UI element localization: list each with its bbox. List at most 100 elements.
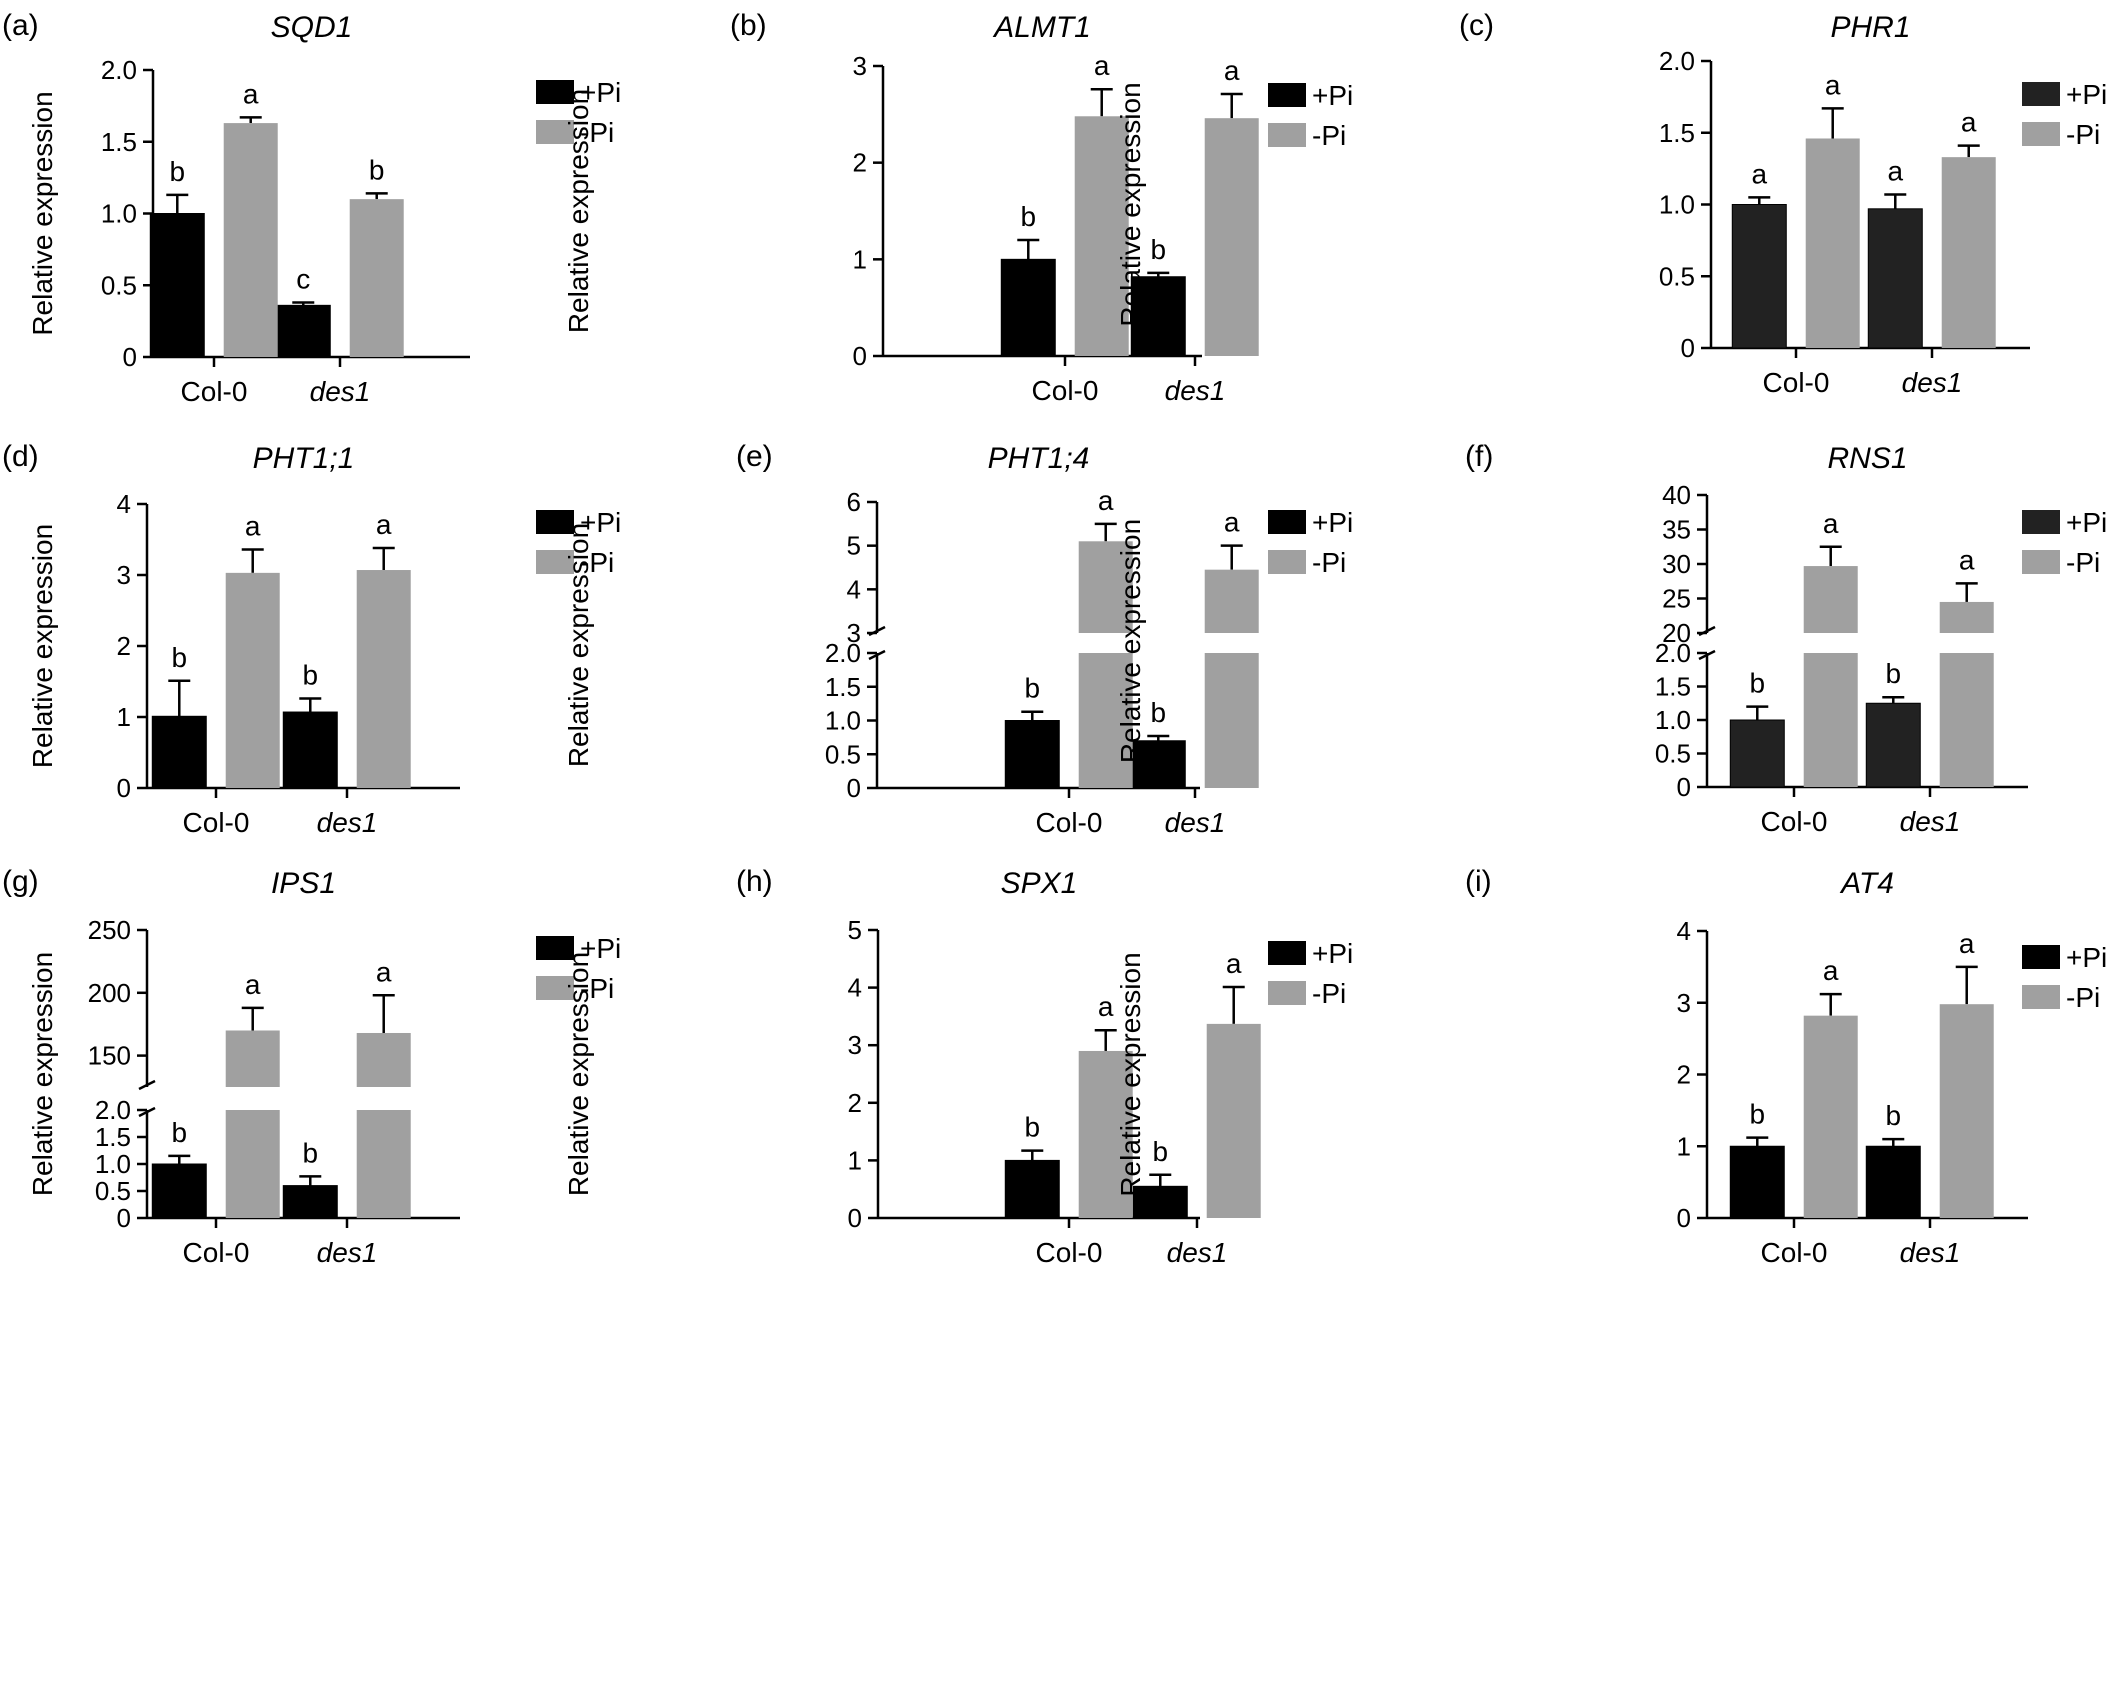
panel-a-category-label-1: des1 xyxy=(310,376,371,407)
panel-b-legend-swatch-1 xyxy=(1268,123,1306,147)
panel-i-bar-0-0 xyxy=(1729,1145,1785,1219)
panel-d-ytick-label-4: 4 xyxy=(117,489,131,519)
panel-c-ytick-label-0: 0 xyxy=(1681,333,1695,363)
panel-b-bar-1-1 xyxy=(1204,118,1259,356)
panel-b-ytick-label-3: 3 xyxy=(853,51,867,81)
panel-a-legend-swatch-0 xyxy=(536,80,574,104)
panel-g-ytick-label-lo1: 0.5 xyxy=(95,1176,131,1206)
panel-e-category-label-1: des1 xyxy=(1165,807,1226,838)
panel-h-bar-1-0 xyxy=(1078,1050,1133,1218)
panel-f-bar-1-1-lower xyxy=(1939,653,1994,787)
panel-f-title: RNS1 xyxy=(1827,442,1907,475)
panel-e-ytick-label-lo2: 1.0 xyxy=(825,706,861,736)
panel-a-label: (a) xyxy=(2,9,39,42)
panel-c-ytick-label-3: 1.5 xyxy=(1659,118,1695,148)
panel-e-sig-letter-0-0: b xyxy=(1024,673,1040,704)
panel-e-ytick-label-up0: 3 xyxy=(847,618,861,648)
panel-e-ylabel: Relative expression xyxy=(563,523,594,767)
panel-d-category-label-0: Col-0 xyxy=(183,807,250,838)
panel-a-ytick-label-1: 0.5 xyxy=(101,270,137,300)
panel-f-ytick-label-lo0: 0 xyxy=(1677,772,1691,802)
panel-g-category-label-1: des1 xyxy=(317,1237,378,1268)
panel-d-bar-0-1 xyxy=(282,711,338,789)
panel-d-ytick-label-2: 2 xyxy=(117,631,131,661)
panel-f-sig-letter-0-1: b xyxy=(1885,658,1901,689)
panel-c-legend-swatch-1 xyxy=(2022,122,2060,146)
panel-i-ytick-label-3: 3 xyxy=(1677,988,1691,1018)
panel-i-bar-1-1 xyxy=(1939,1004,1994,1218)
panel-b-ylabel: Relative expression xyxy=(563,89,594,333)
panel-f-bar-1-0-upper xyxy=(1803,566,1858,633)
panel-f-bar-0-1 xyxy=(1865,702,1921,788)
panel-a-sig-letter-0-0: b xyxy=(169,156,185,187)
panel-f-ytick-label-lo1: 0.5 xyxy=(1655,739,1691,769)
panel-g-ytick-label-lo2: 1.0 xyxy=(95,1149,131,1179)
panel-e-bar-1-1-upper xyxy=(1204,569,1259,633)
panel-e-legend-swatch-0 xyxy=(1268,510,1306,534)
panel-b-legend-swatch-0 xyxy=(1268,83,1306,107)
panel-d-category-label-1: des1 xyxy=(317,807,378,838)
panel-h-ytick-label-4: 4 xyxy=(848,973,862,1003)
panel-e-legend-swatch-1 xyxy=(1268,550,1306,574)
panel-b-legend-label-0: +Pi xyxy=(1312,80,1353,111)
panel-d-legend-swatch-0 xyxy=(536,510,574,534)
panel-b-bar-0-0 xyxy=(1000,258,1056,357)
panel-i-legend-label-1: -Pi xyxy=(2066,982,2100,1013)
panel-i-legend-label-0: +Pi xyxy=(2066,942,2107,973)
panel-h-category-label-1: des1 xyxy=(1167,1237,1228,1268)
panel-i-sig-letter-1-1: a xyxy=(1959,928,1975,959)
panel-a-ytick-label-3: 1.5 xyxy=(101,127,137,157)
panel-h-legend-swatch-0 xyxy=(1268,941,1306,965)
panel-g-bar-1-0-lower xyxy=(225,1110,280,1218)
panel-d-label: (d) xyxy=(2,440,39,473)
panel-a-title: SQD1 xyxy=(271,11,353,44)
panel-g-legend-label-0: +Pi xyxy=(580,933,621,964)
panel-h-bar-0-1 xyxy=(1132,1185,1188,1219)
panel-f-sig-letter-0-0: b xyxy=(1749,668,1765,699)
panel-c-bar-1-1 xyxy=(1941,157,1996,348)
panel-h-label: (h) xyxy=(736,865,773,898)
panel-a-sig-letter-1-0: a xyxy=(243,78,259,109)
panel-b-sig-letter-1-0: a xyxy=(1094,50,1110,81)
panel-f-ylabel: Relative expression xyxy=(1115,519,1146,763)
panel-c-sig-letter-0-1: a xyxy=(1887,155,1903,186)
panel-c-sig-letter-1-1: a xyxy=(1961,107,1977,138)
panel-d-legend-label-0: +Pi xyxy=(580,507,621,538)
panel-f-label: (f) xyxy=(1465,440,1493,473)
panel-c-ytick-label-2: 1.0 xyxy=(1659,190,1695,220)
panel-a-bar-1-1 xyxy=(349,199,404,357)
panel-c-ylabel: Relative expression xyxy=(1115,82,1146,326)
panel-e-sig-letter-1-0: a xyxy=(1098,485,1114,516)
panel-g-ylabel: Relative expression xyxy=(27,952,58,1196)
panel-h-ytick-label-5: 5 xyxy=(848,915,862,945)
panel-h-legend-label-0: +Pi xyxy=(1312,938,1353,969)
panel-h-sig-letter-1-0: a xyxy=(1098,991,1114,1022)
panel-d-ytick-label-0: 0 xyxy=(117,773,131,803)
panel-a-ytick-label-2: 1.0 xyxy=(101,199,137,229)
panel-f-legend-swatch-1 xyxy=(2022,550,2060,574)
panel-a-ytick-label-0: 0 xyxy=(123,342,137,372)
panel-h-legend-label-1: -Pi xyxy=(1312,978,1346,1009)
panel-i-bar-0-1 xyxy=(1865,1145,1921,1219)
panel-b-ytick-label-1: 1 xyxy=(853,244,867,274)
panel-d-sig-letter-1-1: a xyxy=(376,509,392,540)
panel-c-sig-letter-0-0: a xyxy=(1751,158,1767,189)
panel-h-bar-1-1 xyxy=(1206,1023,1261,1218)
panel-b-category-label-0: Col-0 xyxy=(1032,375,1099,406)
panel-f-ytick-label-up1: 25 xyxy=(1662,584,1691,614)
panel-i-legend-swatch-0 xyxy=(2022,945,2060,969)
panel-g-ytick-label-lo4: 2.0 xyxy=(95,1095,131,1125)
panel-a-bar-0-1 xyxy=(275,304,331,358)
panel-g-bar-0-0 xyxy=(151,1163,207,1219)
panel-f-bar-0-0 xyxy=(1729,719,1785,788)
panel-c-category-label-0: Col-0 xyxy=(1763,367,1830,398)
panel-i-ytick-label-4: 4 xyxy=(1677,916,1691,946)
panel-c-sig-letter-1-0: a xyxy=(1825,69,1841,100)
panel-h-sig-letter-0-0: b xyxy=(1024,1112,1040,1143)
panel-i-sig-letter-0-0: b xyxy=(1749,1099,1765,1130)
panel-f-sig-letter-1-1: a xyxy=(1959,544,1975,575)
panel-f-sig-letter-1-0: a xyxy=(1823,508,1839,539)
panel-a-legend-label-1: -Pi xyxy=(580,117,614,148)
panel-c-legend-label-0: +Pi xyxy=(2066,79,2107,110)
